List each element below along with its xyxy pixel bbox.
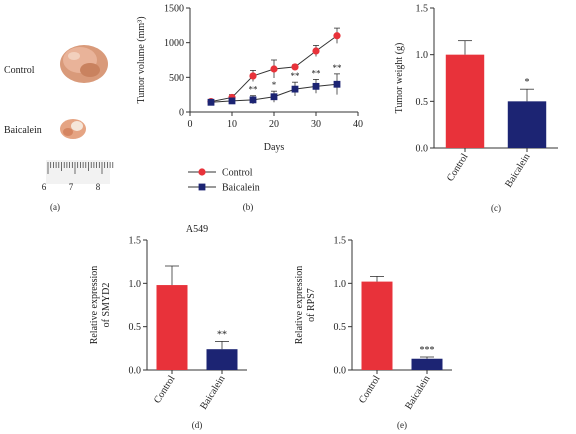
significance-label: **	[249, 85, 259, 95]
y-tick-label: 1.0	[416, 50, 429, 61]
y-tick-label: 0.0	[334, 366, 347, 377]
data-point-control	[312, 47, 320, 55]
chart-tumor-weight: 0.0 0.5 1.0 1.5 Tumor weight (g) Control * Baic…	[394, 4, 558, 213]
data-point-baicalein	[333, 80, 341, 88]
x-tick-label-control: Control	[357, 374, 383, 406]
y-axis-label: of SMYD2	[101, 283, 112, 328]
y-tick-label: 1.0	[334, 279, 347, 290]
y-axis-label: Tumor volume (mm³)	[136, 16, 147, 103]
y-axis-label: Tumor weight (g)	[394, 43, 405, 114]
significance-label: *	[272, 80, 277, 90]
x-tick-label: 0	[188, 119, 193, 130]
x-tick-label-baicalein: Baicalein	[503, 152, 532, 190]
data-point-baicalein	[312, 82, 320, 90]
bar-control	[156, 285, 188, 370]
y-tick-label: 0.5	[334, 322, 347, 333]
significance-label: **	[333, 63, 343, 73]
chart-tumor-volume: 0 500 1000 1500 0 10 20 30 40 Days Tumor volume (m…	[136, 4, 363, 213]
y-tick-label: 0.0	[416, 144, 429, 155]
x-axis-label: Days	[264, 142, 285, 153]
y-tick-label: 0.0	[129, 366, 142, 377]
legend-marker-control	[198, 168, 206, 176]
bar-baicalein	[411, 358, 443, 370]
y-tick-label: 1.5	[129, 236, 142, 247]
x-tick-label: 40	[353, 119, 363, 130]
panel-label-e: (e)	[397, 420, 407, 430]
chart-title: A549	[186, 224, 208, 235]
tumor-baicalein-image	[60, 119, 86, 139]
data-point-control	[249, 72, 257, 80]
data-point-baicalein	[249, 96, 257, 104]
data-point-control	[291, 63, 299, 71]
panel-a-photo: Control Baicalein 6 7 8 (a)	[4, 45, 114, 212]
ruler-tick-label-6: 6	[42, 182, 47, 192]
chart-rps7: 0.0 0.5 1.0 1.5 Relative expression of RPS7 Co…	[294, 236, 452, 430]
x-tick-label-control: Control	[152, 374, 178, 406]
data-point-baicalein	[291, 85, 299, 93]
tumor-control-image	[60, 45, 108, 83]
ruler-tick-label-8: 8	[96, 182, 101, 192]
panel-label-c: (c)	[491, 203, 501, 213]
x-tick-label-baicalein: Baicalein	[403, 374, 432, 412]
bar-control	[445, 54, 485, 148]
data-point-control	[270, 65, 278, 73]
x-tick-label: 20	[269, 119, 279, 130]
chart-smyd2: 0.0 0.5 1.0 1.5 A549 Relative expression of SM…	[89, 224, 247, 430]
y-tick-label: 1.5	[334, 236, 347, 247]
data-point-baicalein	[270, 93, 278, 101]
legend-marker-baicalein	[198, 183, 206, 191]
y-tick-label: 0.5	[129, 322, 142, 333]
panel-label-d: (d)	[192, 420, 203, 430]
x-tick-label: 10	[227, 119, 237, 130]
y-axis-label: Relative expression	[294, 266, 305, 345]
bar-control	[361, 281, 393, 370]
significance-label: **	[291, 71, 301, 81]
bar-baicalein	[206, 349, 238, 370]
y-axis-label: of RPS7	[306, 288, 317, 322]
panel-label-a: (a)	[50, 202, 60, 212]
significance-label: ***	[420, 345, 435, 356]
y-axis-label: Relative expression	[89, 266, 100, 345]
significance-label: **	[217, 329, 227, 340]
x-tick-label-control: Control	[445, 152, 471, 184]
panel-label-b: (b)	[243, 202, 254, 212]
x-tick-label: 30	[311, 119, 321, 130]
y-tick-label: 0.5	[416, 97, 429, 108]
y-tick-label: 1.0	[129, 279, 142, 290]
y-tick-label: 0	[179, 108, 184, 119]
y-tick-label: 500	[169, 73, 184, 84]
significance-label: *	[525, 77, 530, 88]
y-tick-label: 1500	[164, 4, 184, 15]
photo-label-control: Control	[4, 65, 35, 76]
data-point-baicalein	[207, 98, 215, 106]
photo-label-baicalein: Baicalein	[4, 125, 42, 136]
data-point-control	[333, 32, 341, 40]
legend-label-control: Control	[222, 168, 253, 179]
y-tick-label: 1.5	[416, 4, 429, 15]
legend-label-baicalein: Baicalein	[222, 183, 260, 194]
ruler: 6 7 8	[42, 160, 114, 192]
ruler-tick-label-7: 7	[69, 182, 74, 192]
data-point-baicalein	[228, 97, 236, 105]
bar-baicalein	[507, 101, 547, 148]
x-tick-label-baicalein: Baicalein	[198, 374, 227, 412]
y-tick-label: 1000	[164, 38, 184, 49]
significance-label: **	[312, 68, 322, 78]
